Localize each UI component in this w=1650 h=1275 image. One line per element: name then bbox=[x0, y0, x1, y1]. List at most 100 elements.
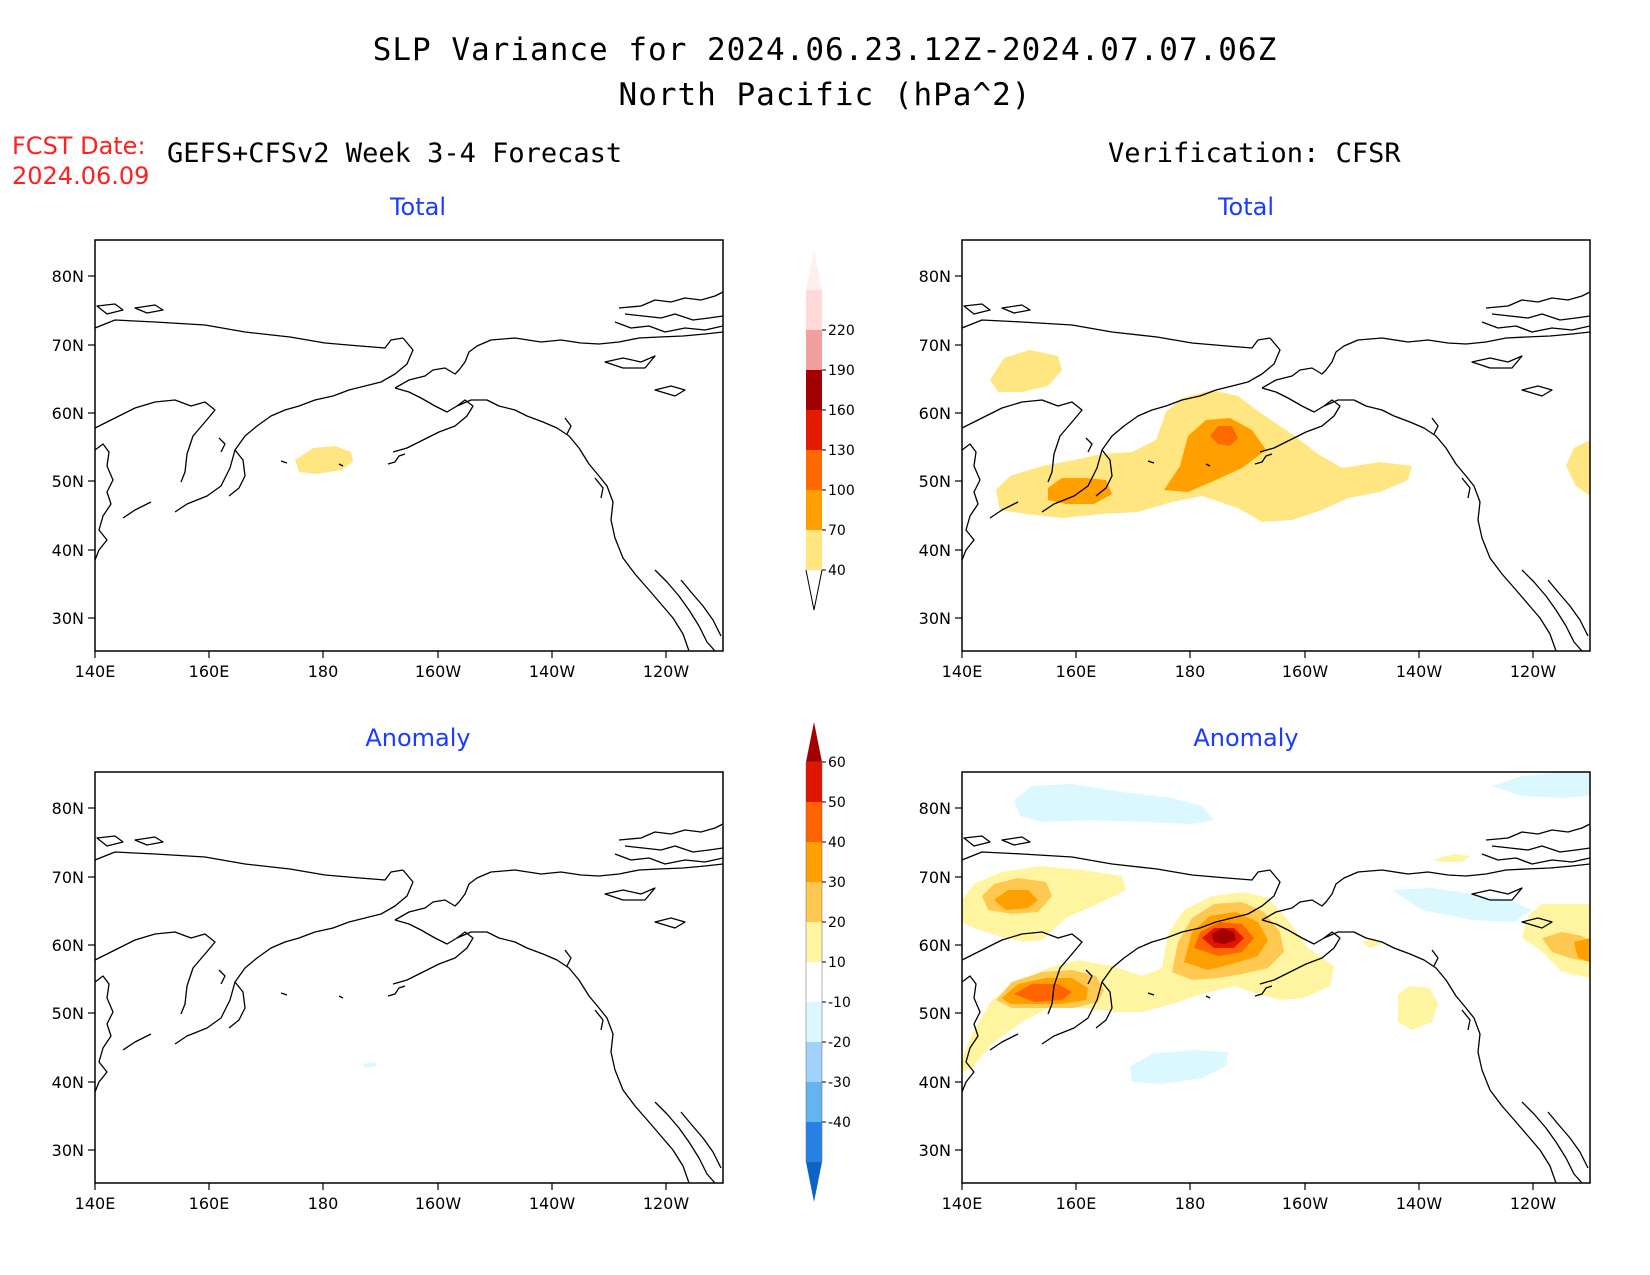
lat-tick-label: 80N bbox=[52, 799, 84, 818]
lon-tick-label: 120W bbox=[643, 662, 690, 681]
lon-tick-label: 120W bbox=[1510, 1194, 1557, 1213]
anomaly-colorbar: -40 -30 -20 -10 10 20 30 40 50 60 bbox=[805, 722, 851, 1202]
verification-column-heading: Verification: CFSR bbox=[1108, 138, 1401, 169]
lat-tick-label: 60N bbox=[52, 404, 84, 423]
lat-tick-label: 30N bbox=[919, 609, 951, 628]
lat-tick-label: 50N bbox=[52, 1004, 84, 1023]
anomaly-shading-30 bbox=[994, 890, 1038, 910]
lon-tick-label: 140W bbox=[529, 1194, 576, 1213]
lat-tick-label: 30N bbox=[52, 1141, 84, 1160]
colorbar-extend-high bbox=[806, 722, 822, 762]
colorbar-swatch bbox=[806, 1042, 822, 1082]
lat-tick-label: 70N bbox=[919, 868, 951, 887]
figure-subtitle: North Pacific (hPa^2) bbox=[618, 77, 1032, 113]
lon-tick-label: 140W bbox=[1396, 662, 1443, 681]
lon-tick-label: 160E bbox=[189, 1194, 230, 1213]
lat-tick-label: 40N bbox=[52, 541, 84, 560]
lon-tick-label: 140W bbox=[1396, 1194, 1443, 1213]
anomaly-shading-10 bbox=[1398, 986, 1438, 1030]
lat-tick-label: 70N bbox=[919, 336, 951, 355]
colorbar-label: 10 bbox=[828, 955, 846, 971]
lon-tick-label: 180 bbox=[308, 662, 339, 681]
colorbar-swatch bbox=[806, 490, 822, 530]
variance-shading-70 bbox=[1164, 418, 1266, 492]
anomaly-shading-60 bbox=[1212, 928, 1236, 944]
lat-tick-label: 30N bbox=[919, 1141, 951, 1160]
forecast-column-heading: GEFS+CFSv2 Week 3-4 Forecast bbox=[167, 138, 623, 169]
lat-tick-label: 70N bbox=[52, 336, 84, 355]
variance-shading-40 bbox=[990, 350, 1062, 392]
lat-tick-label: 50N bbox=[919, 1004, 951, 1023]
colorbar-label: 100 bbox=[828, 483, 855, 499]
colorbar-label: 160 bbox=[828, 403, 855, 419]
lon-tick-label: 140E bbox=[75, 1194, 116, 1213]
colorbar-swatch bbox=[806, 962, 822, 1002]
lat-tick-label: 40N bbox=[919, 541, 951, 560]
colorbar-swatch bbox=[806, 370, 822, 410]
lat-tick-label: 80N bbox=[919, 799, 951, 818]
lat-tick-label: 50N bbox=[52, 472, 84, 491]
lat-tick-label: 60N bbox=[52, 936, 84, 955]
lat-tick-label: 50N bbox=[919, 472, 951, 491]
colorbar-extend-low bbox=[806, 1162, 822, 1202]
coastline bbox=[95, 823, 723, 1183]
colorbar-swatch bbox=[806, 1002, 822, 1042]
anomaly-shading-neg10 bbox=[1014, 784, 1214, 824]
lon-tick-label: 180 bbox=[1175, 1194, 1206, 1213]
colorbar-label: 130 bbox=[828, 443, 855, 459]
anomaly-shading-neg10 bbox=[1130, 1050, 1228, 1084]
colorbar-label: 50 bbox=[828, 795, 846, 811]
lon-tick-label: 140E bbox=[942, 662, 983, 681]
colorbar-swatch bbox=[806, 762, 822, 802]
colorbar-swatch bbox=[806, 290, 822, 330]
lat-tick-label: 30N bbox=[52, 609, 84, 628]
colorbar-label: -30 bbox=[828, 1075, 851, 1091]
colorbar-label: -20 bbox=[828, 1035, 851, 1051]
lon-tick-label: 140E bbox=[942, 1194, 983, 1213]
anomaly-shading-30 bbox=[1574, 938, 1590, 962]
lat-tick-label: 40N bbox=[919, 1073, 951, 1092]
colorbar-swatch bbox=[806, 922, 822, 962]
anomaly-shading-neg10 bbox=[1392, 888, 1532, 922]
colorbar-label: -10 bbox=[828, 995, 851, 1011]
forecast-date-label: FCST Date: bbox=[12, 132, 146, 160]
lon-tick-label: 140E bbox=[75, 662, 116, 681]
lon-tick-label: 120W bbox=[643, 1194, 690, 1213]
colorbar-swatch bbox=[806, 530, 822, 570]
lon-tick-label: 160W bbox=[1282, 662, 1329, 681]
anomaly-shading-neg10 bbox=[363, 1062, 377, 1068]
colorbar-swatch bbox=[806, 1082, 822, 1122]
colorbar-label: 20 bbox=[828, 915, 846, 931]
lat-tick-label: 40N bbox=[52, 1073, 84, 1092]
colorbar-label: 70 bbox=[828, 523, 846, 539]
colorbar-swatch bbox=[806, 330, 822, 370]
lat-tick-label: 60N bbox=[919, 404, 951, 423]
colorbar-label: 30 bbox=[828, 875, 846, 891]
variance-shading-40 bbox=[1566, 440, 1590, 496]
lon-tick-label: 160E bbox=[189, 662, 230, 681]
forecast-anomaly-map: 140E 160E 180 160W 140W 120W 80N 70N 60N 50N 40N 30… bbox=[52, 771, 724, 1213]
forecast-total-title: Total bbox=[389, 193, 447, 221]
colorbar-swatch bbox=[806, 410, 822, 450]
lon-tick-label: 180 bbox=[1175, 662, 1206, 681]
variance-shading-100 bbox=[1210, 426, 1238, 446]
colorbar-label: -40 bbox=[828, 1115, 851, 1131]
lon-tick-label: 180 bbox=[308, 1194, 339, 1213]
lon-tick-label: 160E bbox=[1056, 662, 1097, 681]
colorbar-label: 220 bbox=[828, 323, 855, 339]
colorbar-extend-low bbox=[805, 569, 823, 611]
verification-total-map: 140E 160E 180 160W 140W 120W 80N 70N 60N 50N 40N 30… bbox=[919, 239, 1591, 681]
colorbar-extend-high bbox=[806, 250, 822, 290]
colorbar-label: 40 bbox=[828, 835, 846, 851]
lon-tick-label: 160W bbox=[415, 662, 462, 681]
lon-tick-label: 160E bbox=[1056, 1194, 1097, 1213]
anomaly-shading-40 bbox=[1014, 984, 1072, 1002]
verification-total-title: Total bbox=[1217, 193, 1275, 221]
lat-tick-label: 80N bbox=[919, 267, 951, 286]
colorbar-swatch bbox=[806, 882, 822, 922]
figure-title: SLP Variance for 2024.06.23.12Z-2024.07.… bbox=[372, 32, 1278, 68]
total-colorbar: 40 70 100 130 160 190 220 bbox=[805, 250, 855, 611]
colorbar-label: 60 bbox=[828, 755, 846, 771]
anomaly-shading-neg10 bbox=[1492, 772, 1590, 798]
